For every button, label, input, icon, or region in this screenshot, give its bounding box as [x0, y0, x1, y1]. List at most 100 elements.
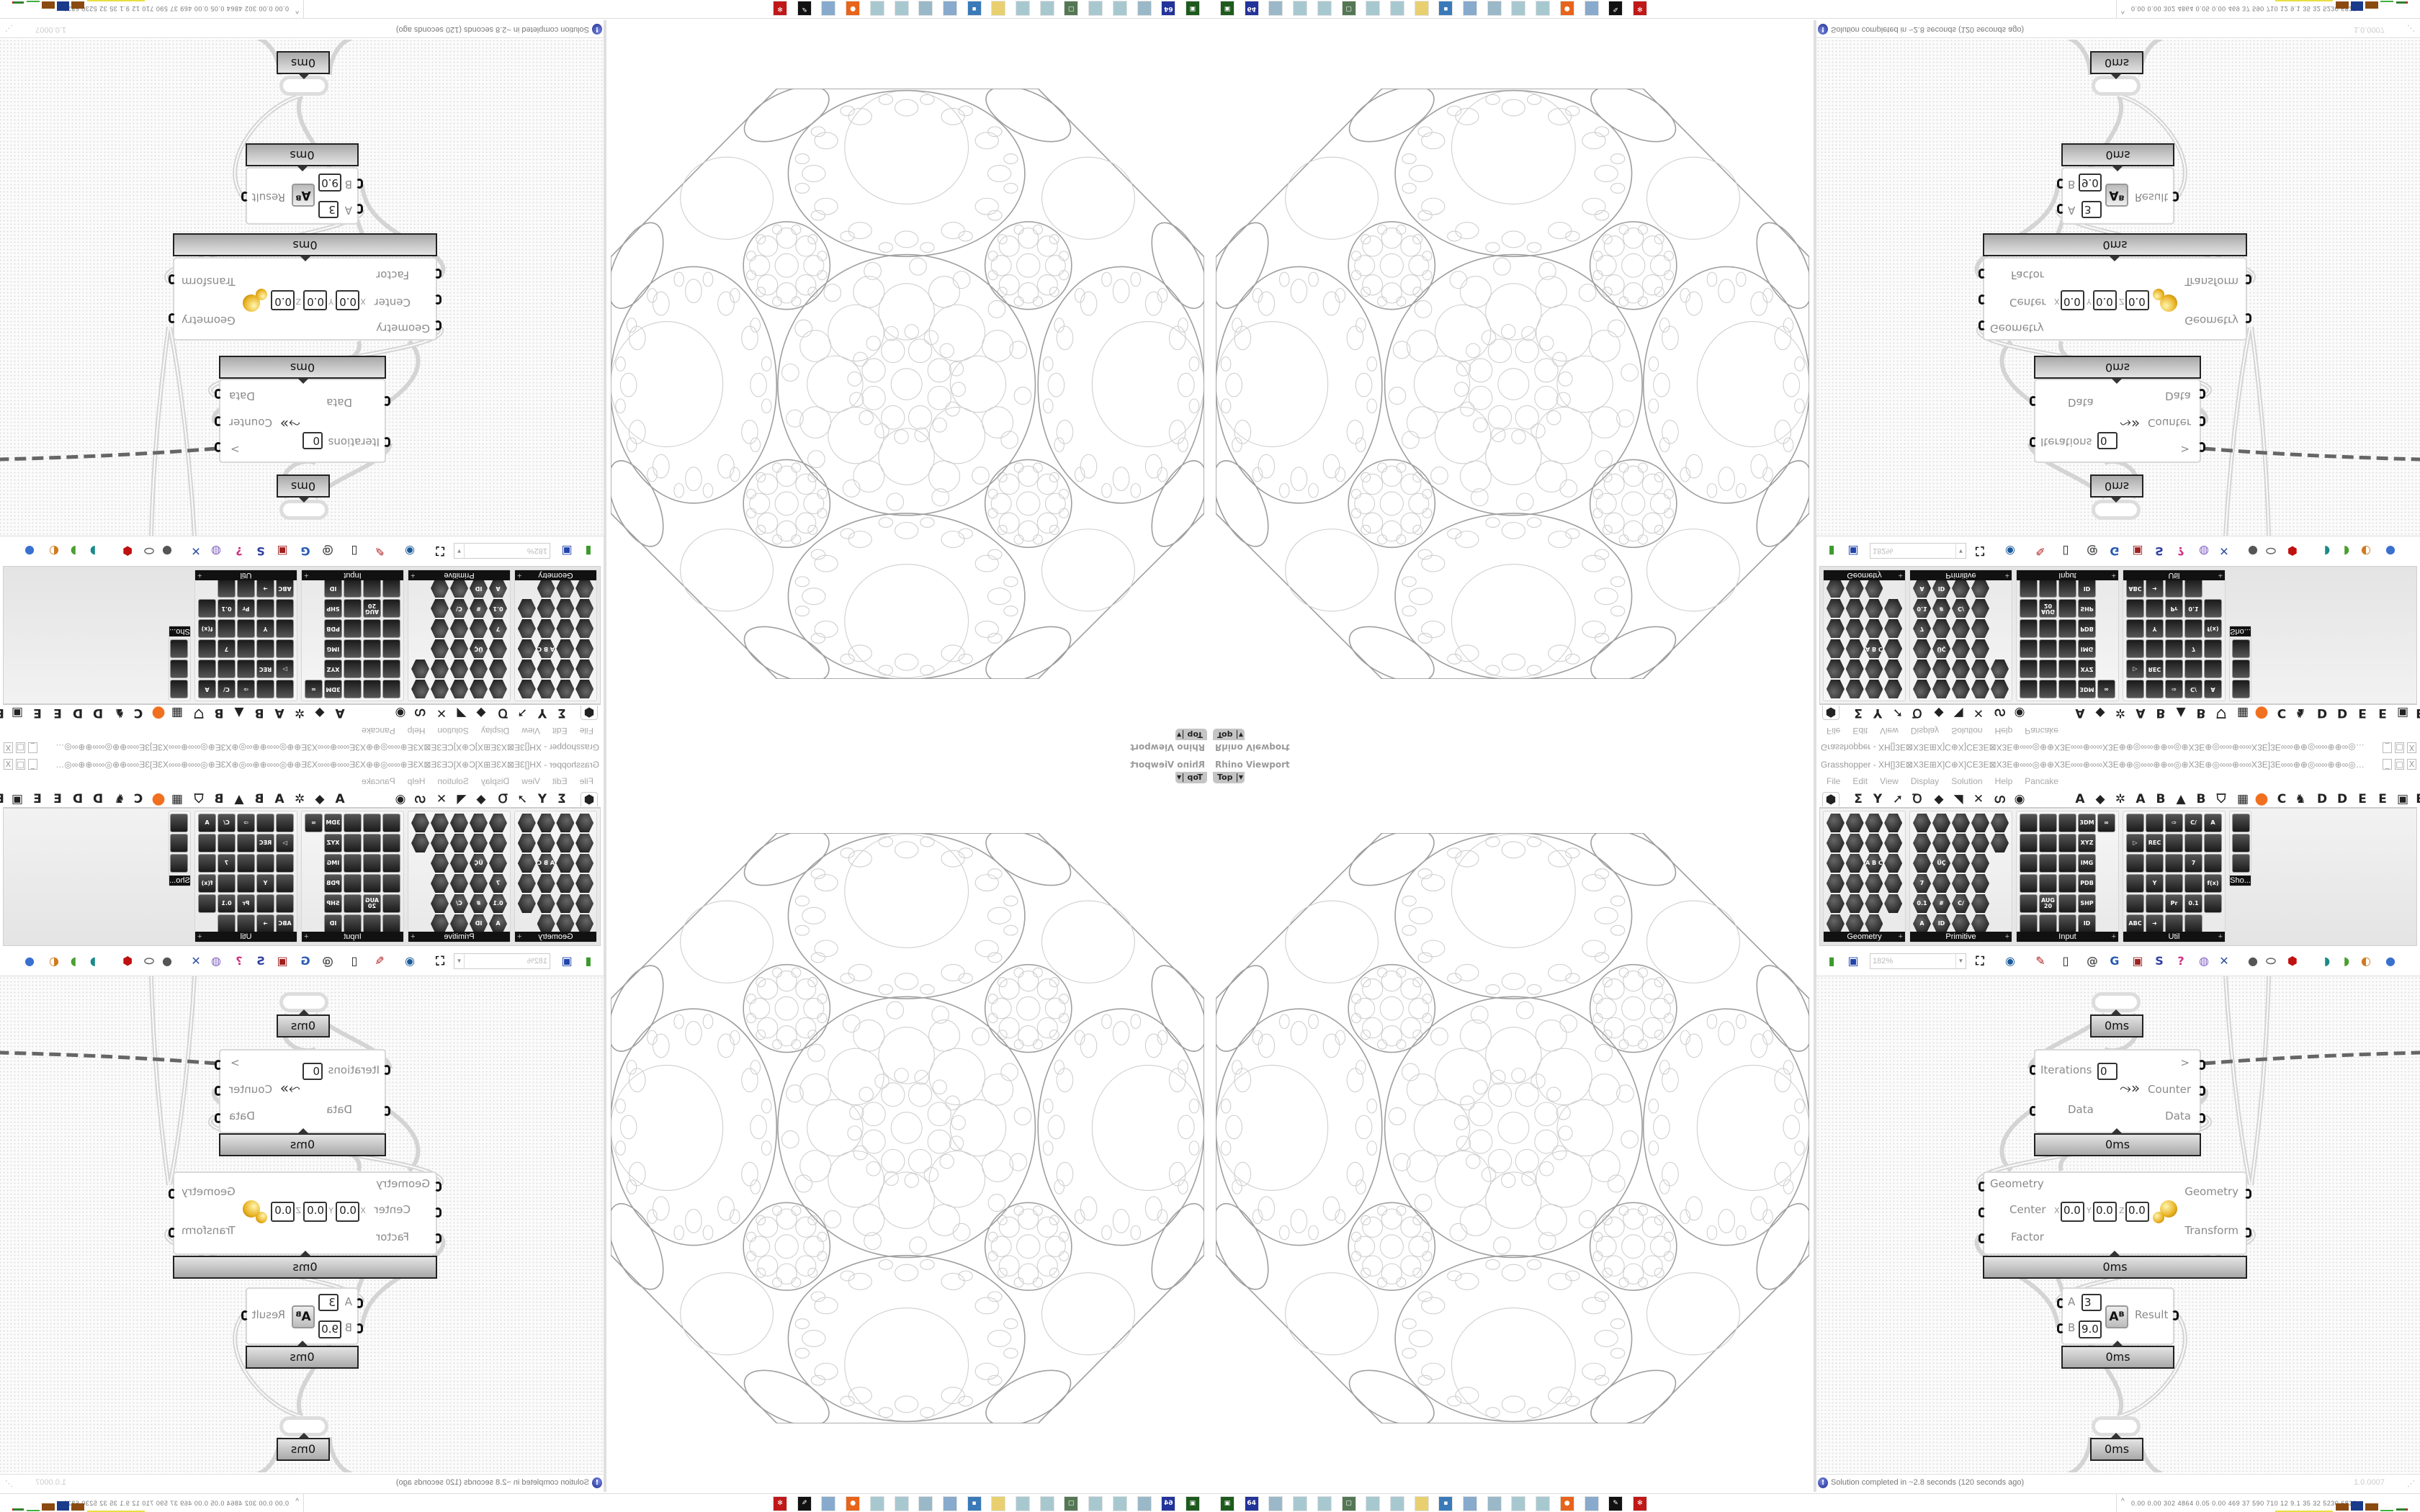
tab-icon[interactable]: ✲ [294, 792, 305, 806]
display-sphere-icon[interactable]: ● [24, 544, 35, 558]
tab-icon[interactable]: C [2277, 706, 2287, 720]
component-icon[interactable] [198, 854, 216, 873]
component-icon[interactable]: AUG 20 [363, 599, 381, 618]
component-icon[interactable] [1971, 854, 1989, 873]
component-icon[interactable] [363, 834, 381, 852]
preview-shaded-icon[interactable]: ● [162, 544, 172, 558]
component-icon[interactable]: A [2204, 680, 2222, 698]
component-icon[interactable] [1884, 599, 1902, 618]
rhino-viewport[interactable]: Rhino Viewport Top ▼ [1210, 20, 1814, 756]
component-icon[interactable] [1846, 579, 1864, 598]
component-icon[interactable] [1865, 619, 1883, 638]
component-icon[interactable] [363, 619, 381, 638]
input-grip[interactable] [1978, 1233, 1986, 1243]
package-icon[interactable]: ? [236, 544, 243, 558]
panel-label[interactable]: Geometry + [1824, 570, 1905, 580]
component-icon[interactable] [1865, 874, 1883, 893]
maximize-button[interactable]: □ [16, 759, 25, 770]
component-icon[interactable] [1952, 680, 1970, 698]
expand-icon[interactable]: + [2218, 571, 2223, 580]
component-icon[interactable] [2204, 599, 2222, 618]
component-icon[interactable]: ID [470, 579, 488, 598]
component-icon[interactable] [575, 639, 593, 658]
component-icon[interactable] [1952, 639, 1970, 658]
document-icon[interactable] [1487, 1496, 1502, 1511]
component-icon[interactable] [556, 874, 574, 893]
scale-component[interactable]: Geometry Center X 0.0 Y 0.0 Z 0.0 Factor… [169, 1171, 442, 1255]
component-icon[interactable] [256, 680, 274, 698]
component-icon[interactable] [382, 660, 400, 678]
tab-icon[interactable]: ◥ [457, 792, 467, 806]
input-grip[interactable] [1978, 269, 1986, 279]
component-icon[interactable] [1971, 619, 1989, 638]
component-icon[interactable] [2146, 599, 2164, 618]
component-icon[interactable]: 0.1 [2184, 894, 2202, 913]
component-icon[interactable] [450, 579, 468, 598]
component-icon[interactable]: A [1913, 914, 1931, 933]
document-icon[interactable] [1317, 1496, 1332, 1511]
monitor-icon[interactable]: ▢ [1341, 1496, 1356, 1511]
center-x-field[interactable]: 0.0 [336, 290, 359, 310]
tab-icon[interactable]: Σ [557, 792, 566, 806]
component-icon[interactable] [575, 894, 593, 913]
output-grip[interactable] [215, 1060, 222, 1070]
search-icon[interactable]: S [2155, 954, 2164, 968]
component-icon[interactable] [1845, 914, 1864, 933]
component-icon[interactable] [2039, 814, 2057, 832]
panel-label[interactable]: Sho... [2230, 876, 2251, 886]
document-icon[interactable] [1389, 1496, 1404, 1511]
component-icon[interactable]: ÜÇ [470, 639, 488, 658]
app-window-icon[interactable]: ▪ [967, 1, 982, 16]
component-icon[interactable] [1846, 599, 1864, 618]
menu-item-pancake[interactable]: Pancake [362, 726, 395, 736]
component-icon[interactable]: C/ [1952, 894, 1970, 913]
component-icon[interactable] [218, 834, 236, 852]
component-icon[interactable] [344, 619, 362, 638]
component-icon[interactable] [575, 854, 593, 873]
component-icon[interactable] [2020, 660, 2038, 678]
component-icon[interactable]: A [489, 914, 507, 933]
tab-icon[interactable]: ▲ [234, 706, 244, 720]
bake-mesh-icon[interactable]: ◗ [2343, 954, 2350, 968]
component-icon[interactable] [470, 660, 488, 678]
component-icon[interactable] [2232, 680, 2250, 698]
document-icon[interactable] [1039, 1, 1054, 16]
component-icon[interactable] [2039, 874, 2057, 893]
component-icon[interactable] [382, 834, 400, 852]
component-icon[interactable]: ▷ [276, 834, 294, 852]
tab-icon[interactable]: ⛉ [2216, 706, 2226, 720]
output-grip[interactable] [2172, 192, 2179, 202]
component-icon[interactable]: 7 [2184, 639, 2202, 658]
output-grip[interactable] [2198, 1086, 2205, 1096]
grasshopper-canvas[interactable]: 0ms Iterations 0 > ⤳» Counter Data Data … [1816, 40, 2420, 536]
component-icon[interactable] [2165, 579, 2183, 598]
cluster-icon[interactable]: ▯ [2062, 544, 2069, 558]
component-icon[interactable] [276, 680, 294, 698]
view-dropdown[interactable]: Top ▼ [1175, 772, 1207, 783]
document-icon[interactable] [1112, 1, 1127, 16]
tab-icon[interactable]: ◉ [2014, 706, 2025, 720]
component-icon[interactable] [1827, 619, 1845, 638]
tab-icon[interactable]: A [2075, 792, 2085, 806]
tab-icon[interactable]: ✕ [436, 792, 447, 806]
bake-mesh-icon[interactable]: ◗ [70, 544, 77, 558]
document-icon[interactable] [1088, 1496, 1103, 1511]
center-y-field[interactable]: 0.0 [2093, 1202, 2117, 1222]
component-icon[interactable] [382, 854, 400, 873]
tab-icon[interactable]: A [335, 706, 345, 720]
component-icon[interactable] [1913, 680, 1931, 698]
view-dropdown[interactable]: Top ▼ [1213, 729, 1245, 740]
tab-icon[interactable]: ⬢ [581, 705, 598, 720]
menu-item-pancake[interactable]: Pancake [2025, 726, 2058, 736]
menu-item-help[interactable]: Help [1994, 726, 2013, 736]
component-icon[interactable] [1952, 874, 1970, 893]
center-x-field[interactable]: 0.0 [2061, 1202, 2084, 1222]
search-icon[interactable]: S [256, 544, 265, 558]
component-icon[interactable]: AUG 20 [2039, 599, 2057, 618]
component-icon[interactable] [1971, 834, 1989, 852]
tab-icon[interactable]: ✕ [1973, 706, 1984, 720]
component-icon[interactable] [450, 639, 468, 658]
rhino-viewport[interactable]: Rhino Viewport Top ▼ [606, 20, 1210, 756]
preview-selected-icon[interactable]: ⬢ [122, 954, 133, 968]
component-icon[interactable] [1952, 579, 1970, 598]
